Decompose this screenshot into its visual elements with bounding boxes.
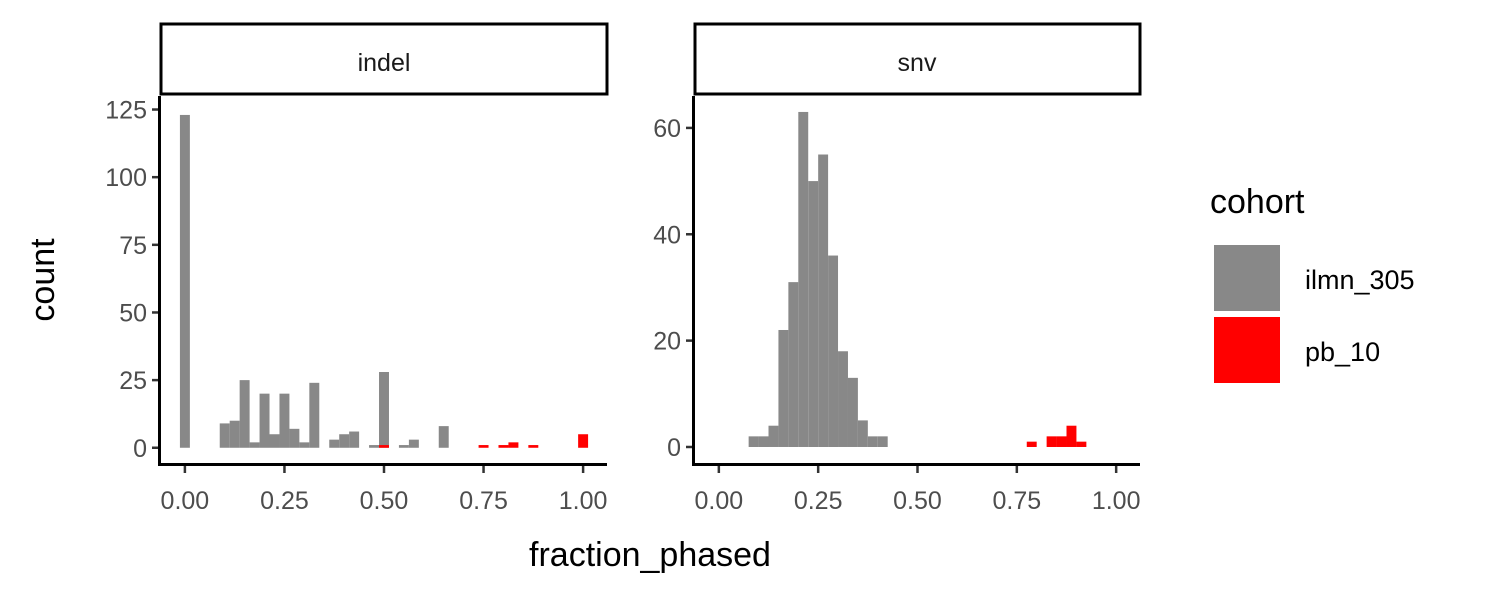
y-tick-label-indel-2: 50 — [119, 299, 147, 327]
bar-snv-ilmn-305-3 — [778, 329, 789, 447]
x-tick-label-indel-3: 0.75 — [459, 487, 508, 515]
bar-indel-ilmn-305-2 — [229, 420, 240, 448]
bar-snv-ilmn-305-7 — [818, 154, 829, 447]
strip-snv-label: snv — [898, 49, 937, 77]
y-tick-label-indel-1: 25 — [119, 367, 147, 395]
bar-snv-ilmn-305-9 — [838, 351, 848, 447]
bar-snv-ilmn-305-2 — [768, 425, 779, 447]
x-tick-label-snv-3: 0.75 — [992, 487, 1041, 515]
panel-snv: snv 0 20 40 60 0.00 0.25 0.50 0.75 1.00 — [653, 22, 1142, 515]
bars-indel — [179, 114, 589, 448]
bar-indel-pb-10-23 — [528, 445, 539, 448]
bar-indel-ilmn-305-9 — [299, 442, 310, 448]
x-axis-ticks-indel: 0.00 0.25 0.50 0.75 1.00 — [161, 466, 608, 515]
bar-snv-ilmn-305-12 — [867, 436, 878, 447]
bar-indel-ilmn-305-3 — [239, 380, 250, 448]
x-tick-label-snv-1: 0.25 — [794, 487, 843, 515]
bars-snv — [748, 111, 1087, 447]
bar-indel-ilmn-305-8 — [289, 428, 300, 448]
bar-snv-ilmn-305-1 — [758, 436, 769, 447]
panel-indel: indel 0 25 50 75 100 125 0.00 0.25 0.50 0.75 1.00 — [105, 22, 609, 515]
strip-indel-label: indel — [358, 49, 411, 77]
y-axis-title: count — [24, 238, 62, 322]
bar-indel-ilmn-305-5 — [259, 393, 270, 448]
legend-swatch-ilmn-305 — [1214, 245, 1280, 311]
bar-indel-ilmn-305-11 — [329, 439, 340, 448]
x-tick-label-indel-4: 1.00 — [559, 487, 608, 515]
y-tick-label-indel-3: 75 — [119, 232, 147, 260]
legend-label-pb-10: pb_10 — [1305, 337, 1380, 367]
y-tick-label-snv-1: 20 — [653, 328, 681, 356]
bar-snv-ilmn-305-0 — [748, 436, 759, 447]
x-tick-label-snv-2: 0.50 — [893, 487, 942, 515]
bar-indel-ilmn-305-7 — [279, 393, 290, 448]
bar-snv-ilmn-305-11 — [857, 420, 868, 447]
bar-snv-ilmn-305-13 — [877, 436, 888, 447]
bar-indel-ilmn-305-14 — [369, 445, 380, 448]
legend: cohort ilmn_305 pb_10 — [1210, 183, 1415, 383]
x-axis-ticks-snv: 0.00 0.25 0.50 0.75 1.00 — [695, 466, 1141, 515]
bar-snv-pb-10-14 — [1026, 441, 1037, 447]
y-tick-label-snv-2: 40 — [653, 221, 681, 249]
bar-snv-ilmn-305-6 — [808, 181, 819, 447]
legend-title: cohort — [1210, 183, 1305, 221]
x-tick-label-indel-1: 0.25 — [260, 487, 309, 515]
x-tick-label-indel-2: 0.50 — [360, 487, 409, 515]
bar-snv-pb-10-16 — [1056, 436, 1067, 447]
x-tick-label-indel-0: 0.00 — [161, 487, 210, 515]
bar-indel-ilmn-305-16 — [398, 445, 409, 448]
bar-snv-ilmn-305-4 — [788, 282, 799, 447]
x-axis-title: fraction_phased — [529, 536, 771, 574]
bar-indel-ilmn-305-6 — [269, 434, 280, 448]
strip-snv-box — [693, 22, 1142, 96]
bar-indel-pb-10-21 — [498, 445, 509, 448]
y-tick-label-indel-5: 125 — [105, 97, 147, 125]
x-tick-label-snv-4: 1.00 — [1092, 487, 1141, 515]
bar-indel-pb-10-22 — [508, 442, 519, 448]
strip-indel-box — [159, 22, 609, 96]
bar-indel-pb-10-19 — [379, 445, 389, 448]
bar-snv-ilmn-305-10 — [847, 377, 858, 447]
legend-label-ilmn-305: ilmn_305 — [1305, 265, 1415, 295]
bar-indel-ilmn-305-13 — [349, 431, 360, 448]
bar-snv-pb-10-15 — [1046, 436, 1057, 447]
bar-indel-pb-10-24 — [578, 434, 589, 448]
x-tick-label-snv-0: 0.00 — [695, 487, 744, 515]
bar-indel-pb-10-20 — [478, 445, 489, 448]
bar-indel-ilmn-305-12 — [339, 434, 350, 448]
y-tick-label-snv-0: 0 — [667, 434, 681, 462]
bar-indel-ilmn-305-10 — [309, 382, 320, 448]
y-tick-label-indel-0: 0 — [133, 435, 147, 463]
bar-snv-pb-10-18 — [1076, 441, 1087, 447]
bar-snv-ilmn-305-8 — [828, 255, 839, 447]
bar-indel-ilmn-305-4 — [249, 442, 260, 448]
y-axis-ticks-indel: 0 25 50 75 100 125 — [105, 97, 159, 463]
y-axis-ticks-snv: 0 20 40 60 — [653, 115, 693, 462]
bar-indel-ilmn-305-15 — [379, 372, 389, 448]
bar-snv-pb-10-17 — [1066, 425, 1077, 447]
y-tick-label-indel-4: 100 — [105, 164, 147, 192]
bar-indel-ilmn-305-18 — [438, 426, 449, 448]
y-tick-label-snv-3: 60 — [653, 115, 681, 143]
legend-swatch-pb-10 — [1214, 317, 1280, 383]
bar-indel-ilmn-305-0 — [179, 114, 190, 448]
bar-indel-ilmn-305-17 — [408, 439, 419, 448]
bar-indel-ilmn-305-1 — [219, 423, 230, 448]
bar-snv-ilmn-305-5 — [798, 111, 809, 447]
